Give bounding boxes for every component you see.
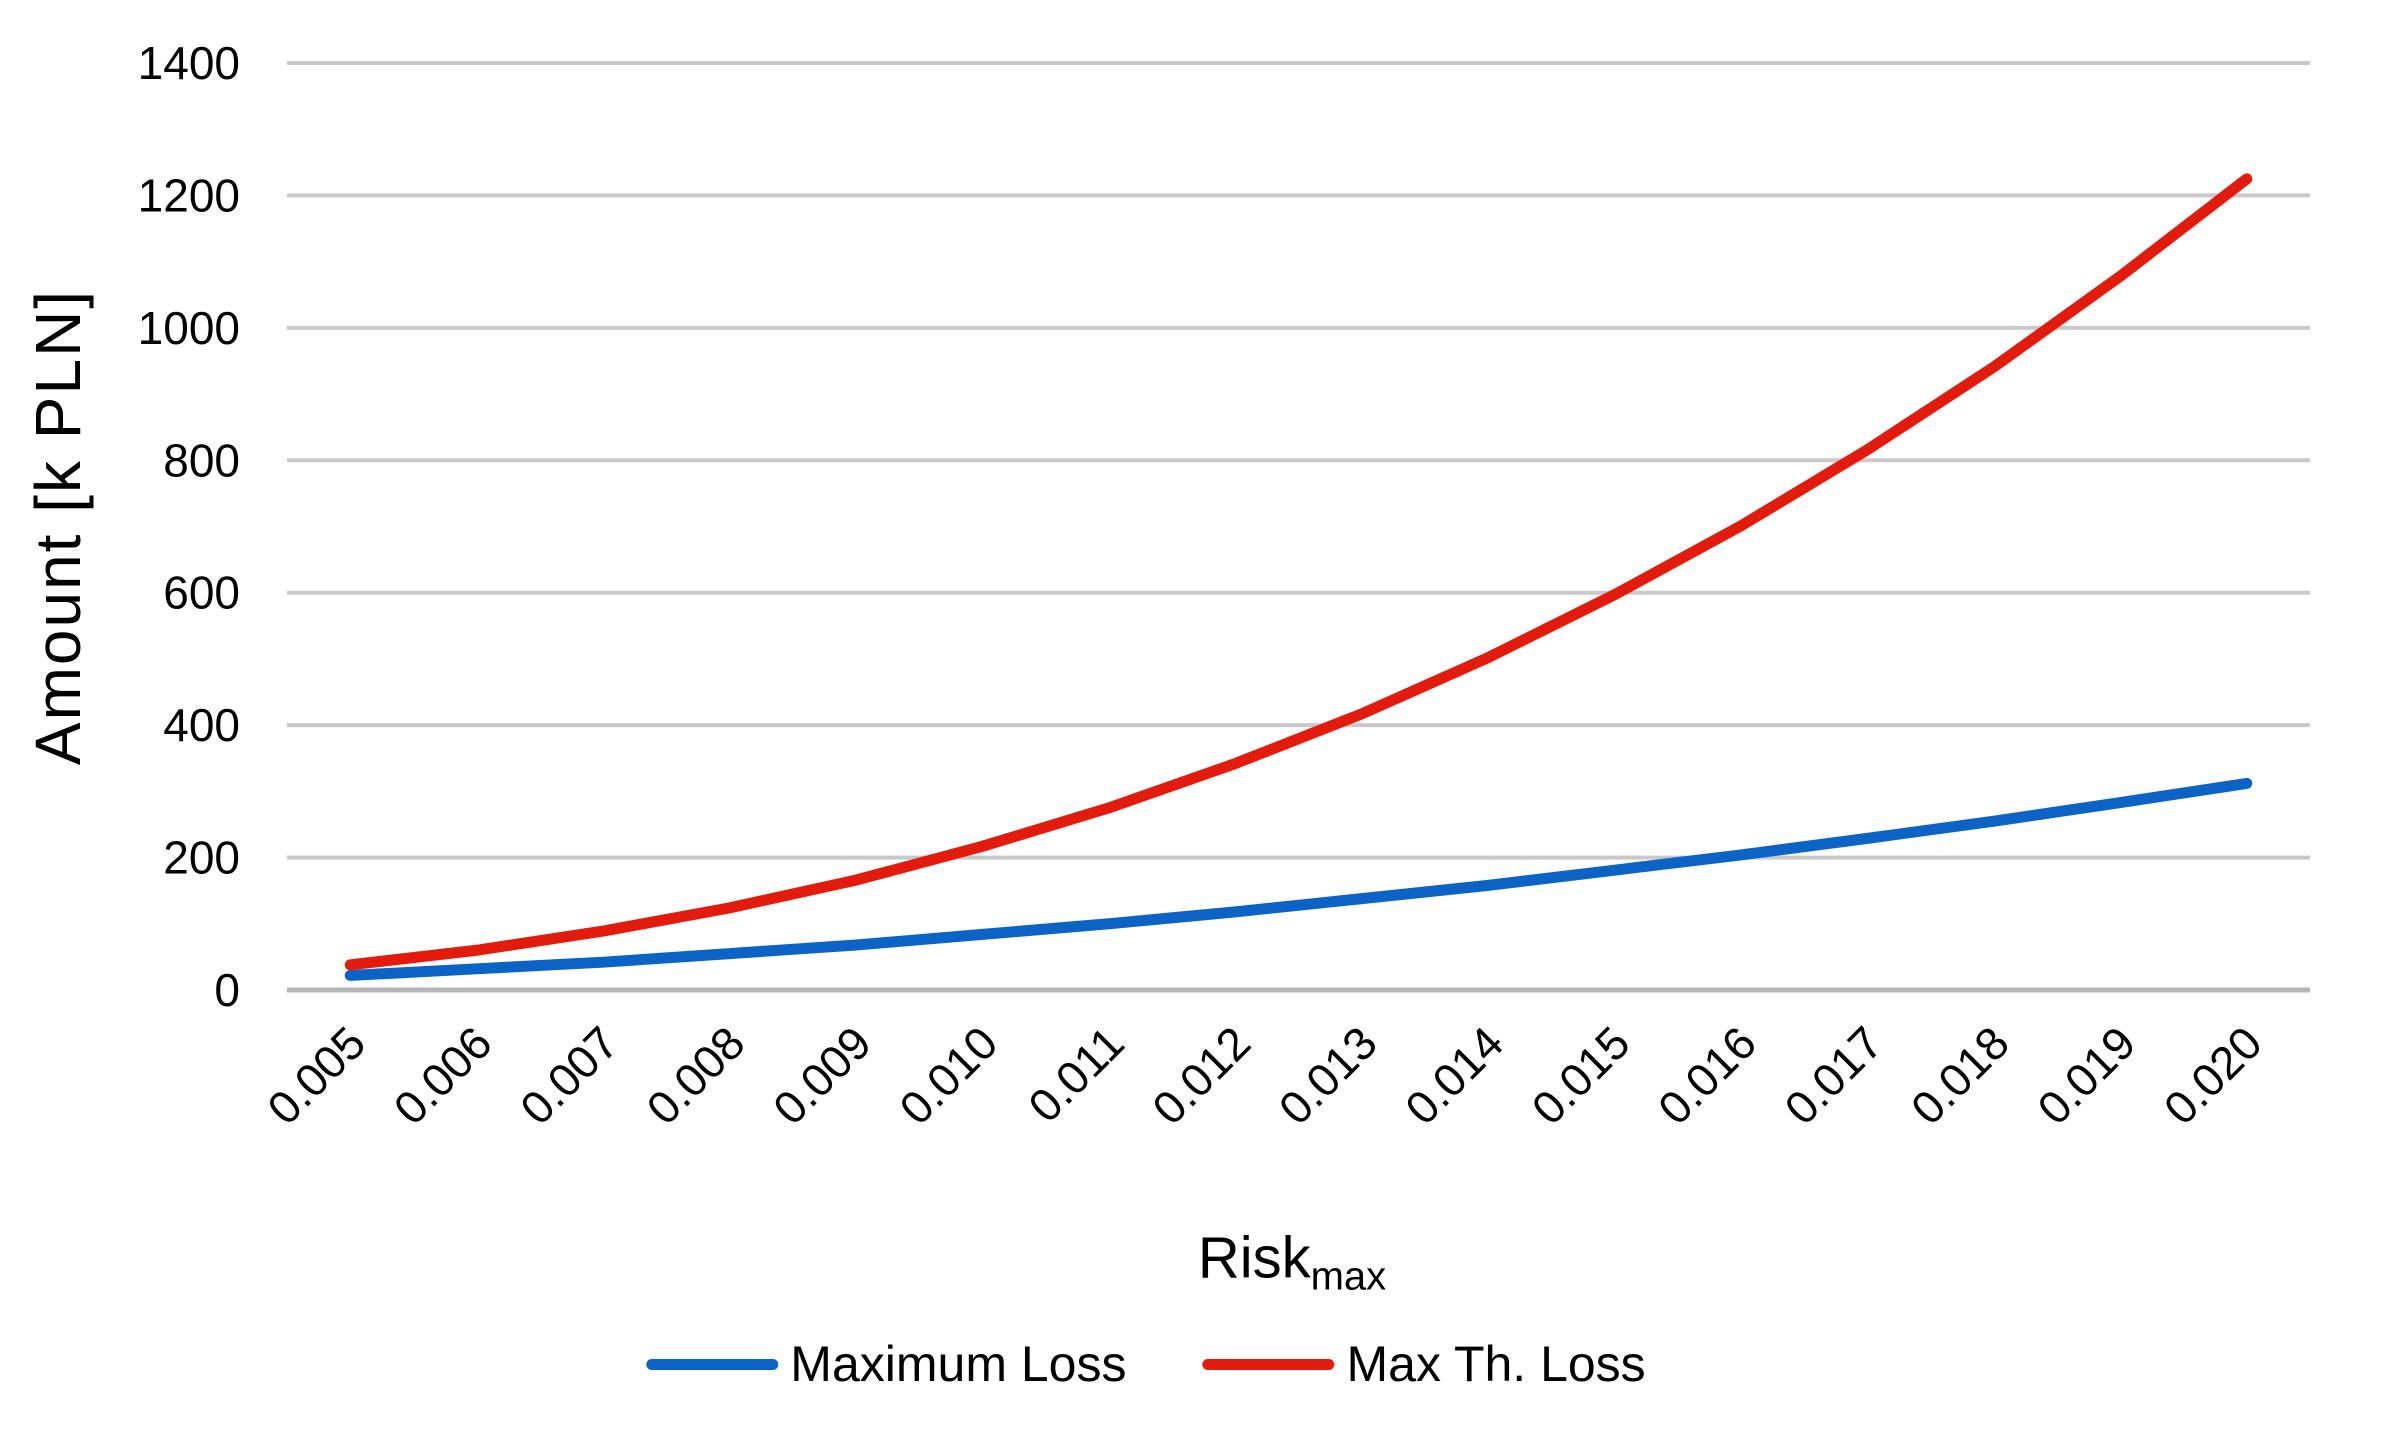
y-tick-label: 0 bbox=[214, 964, 240, 1016]
x-tick-label: 0.017 bbox=[1774, 1016, 1892, 1134]
x-tick-label: 0.018 bbox=[1901, 1016, 2019, 1134]
x-tick-label: 0.014 bbox=[1395, 1016, 1513, 1134]
legend-line-swatch-blue bbox=[646, 1358, 779, 1370]
legend: Maximum Loss Max Th. Loss bbox=[646, 1335, 1646, 1393]
legend-label: Max Th. Loss bbox=[1346, 1336, 1646, 1392]
legend-item-max-th-loss: Max Th. Loss bbox=[1202, 1335, 1646, 1393]
x-axis-title: Riskmax bbox=[1198, 1225, 1386, 1300]
series-line-max-th-loss bbox=[344, 173, 2253, 971]
x-tick-label: 0.013 bbox=[1269, 1016, 1387, 1134]
x-axis-title-main: Risk bbox=[1197, 1225, 1311, 1291]
x-tick-label: 0.010 bbox=[889, 1016, 1007, 1134]
y-tick-label: 1400 bbox=[138, 37, 240, 89]
legend-item-maximum-loss: Maximum Loss bbox=[646, 1335, 1126, 1393]
legend-line-swatch-red bbox=[1202, 1358, 1335, 1370]
y-tick-label: 400 bbox=[163, 699, 240, 751]
x-tick-label: 0.009 bbox=[763, 1016, 881, 1134]
legend-label: Maximum Loss bbox=[790, 1336, 1127, 1392]
x-tick-label: 0.006 bbox=[384, 1016, 502, 1134]
series-line-maximum-loss bbox=[344, 777, 2253, 981]
x-tick-label: 0.007 bbox=[510, 1016, 628, 1134]
x-tick-label: 0.011 bbox=[1018, 1016, 1134, 1132]
y-axis-title: Amount [k PLN] bbox=[22, 288, 94, 766]
y-tick-label: 1200 bbox=[138, 169, 240, 221]
x-tick-label: 0.005 bbox=[257, 1016, 375, 1134]
y-tick-label: 600 bbox=[163, 567, 240, 619]
y-tick-label: 1000 bbox=[138, 302, 240, 354]
y-tick-label: 200 bbox=[163, 832, 240, 884]
x-axis-title-subscript: max bbox=[1310, 1254, 1387, 1299]
x-tick-label: 0.020 bbox=[2154, 1016, 2272, 1134]
x-tick-label: 0.016 bbox=[1648, 1016, 1766, 1134]
x-tick-label: 0.008 bbox=[636, 1016, 754, 1134]
x-tick-label: 0.015 bbox=[1521, 1016, 1639, 1134]
y-tick-label: 800 bbox=[163, 434, 240, 486]
x-tick-label: 0.019 bbox=[2027, 1016, 2145, 1134]
x-tick-label: 0.012 bbox=[1142, 1016, 1260, 1134]
